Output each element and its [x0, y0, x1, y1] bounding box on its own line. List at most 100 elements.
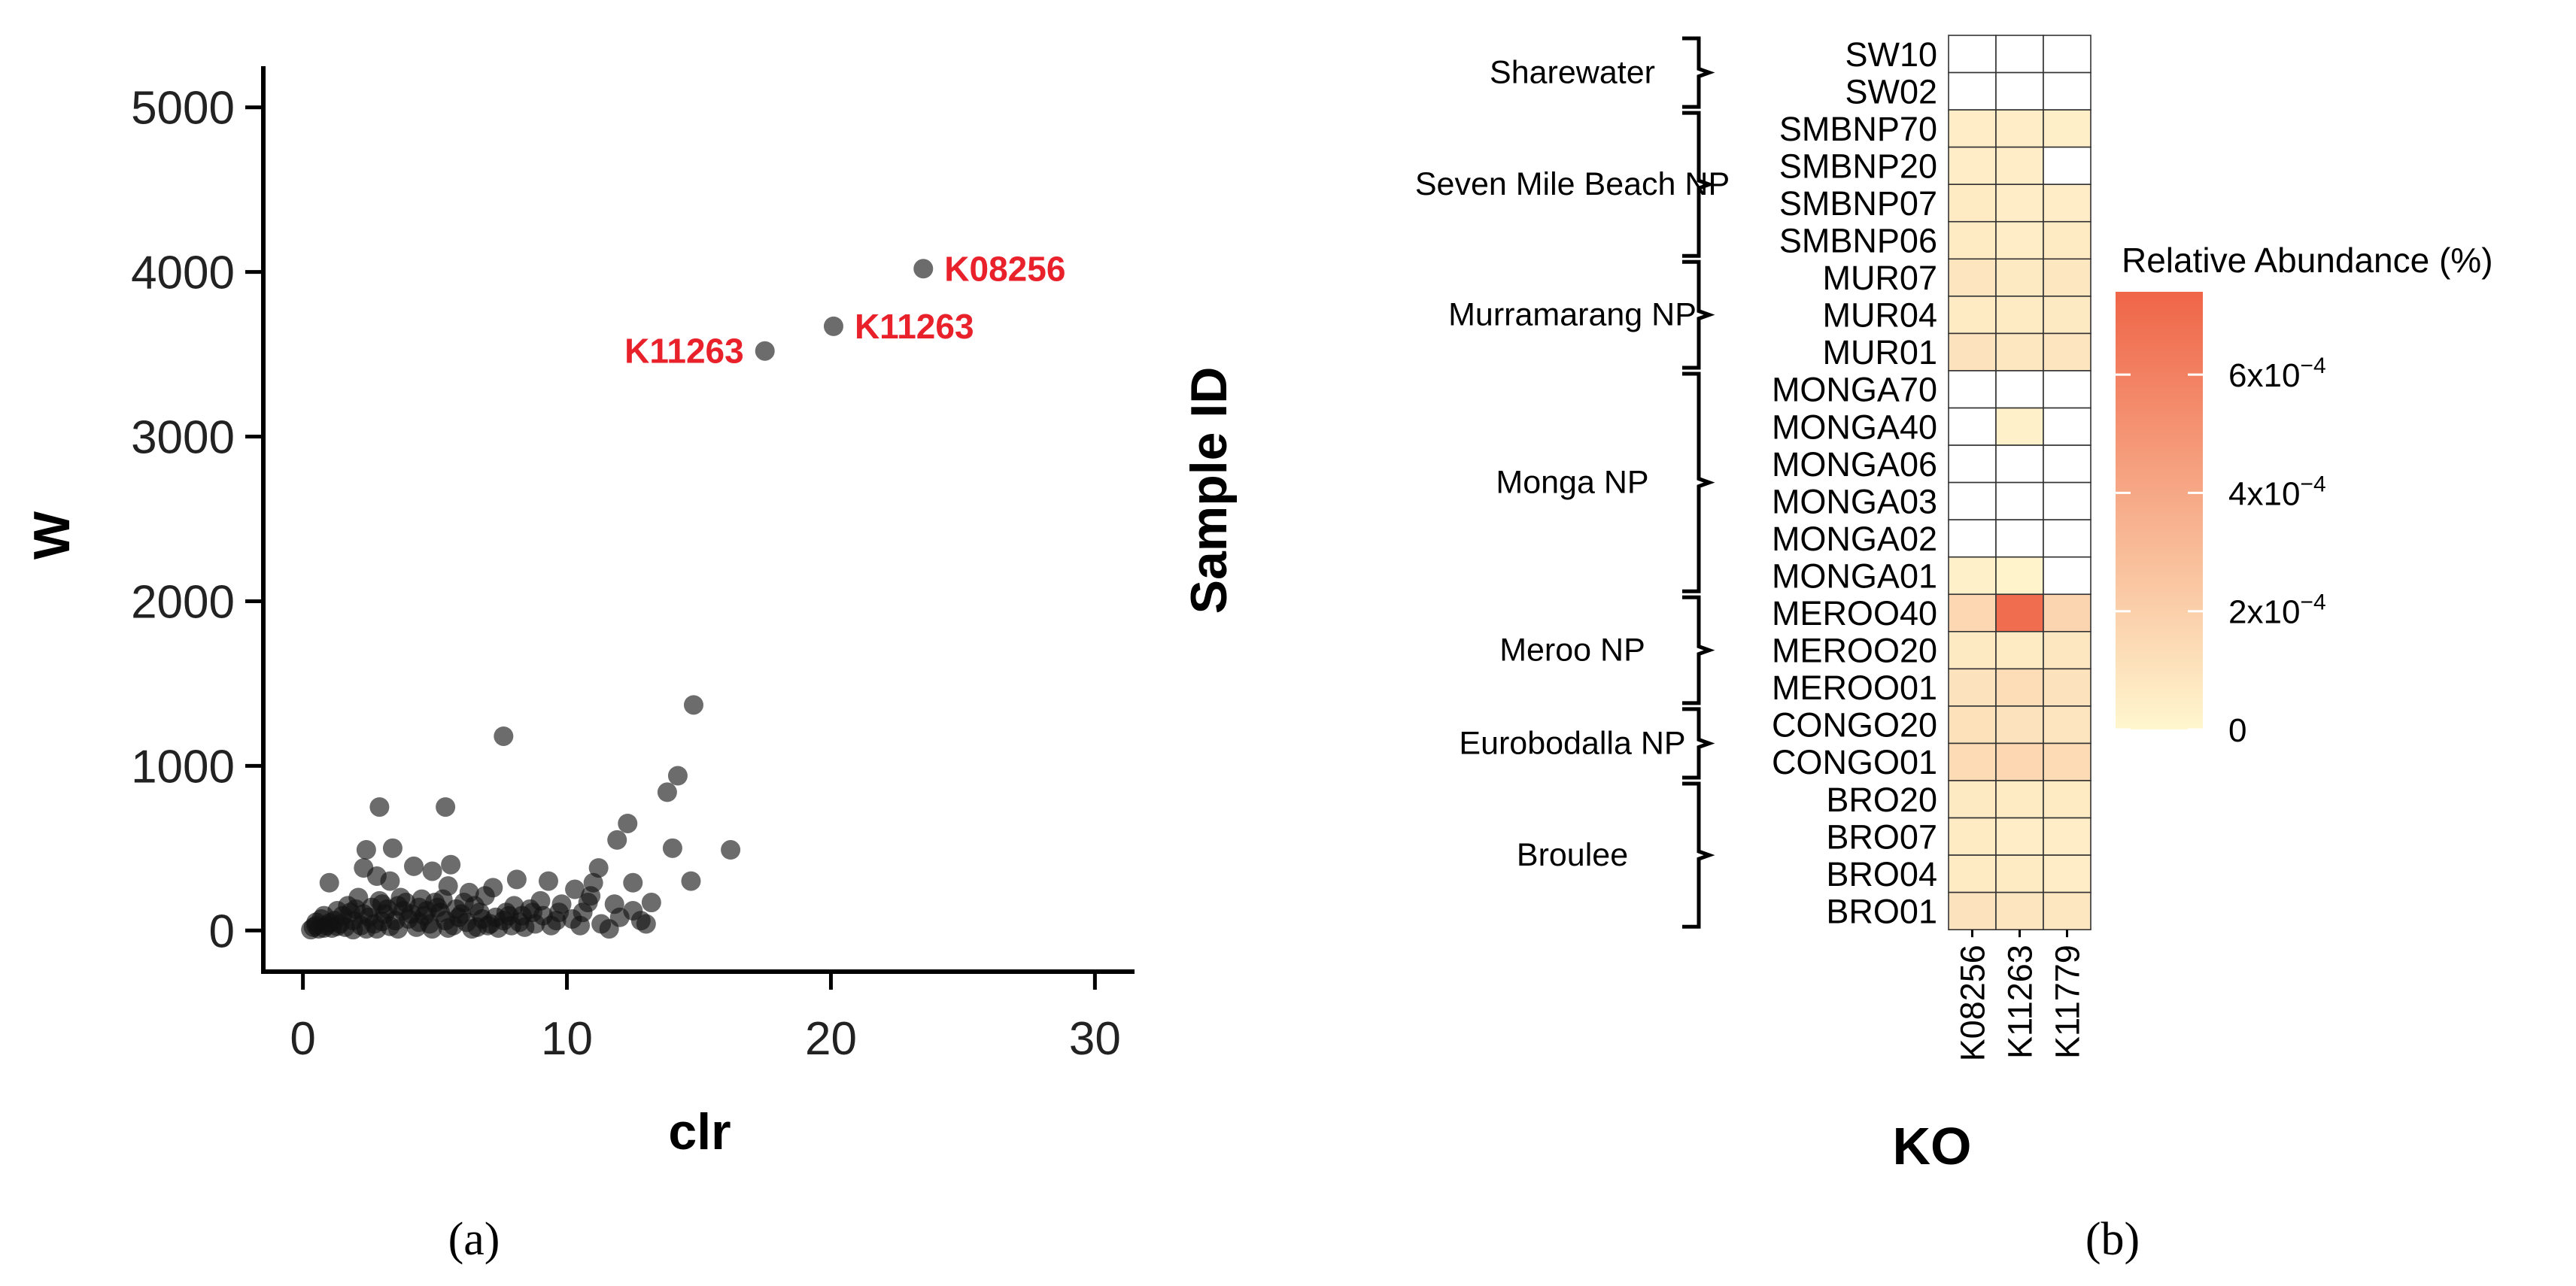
scatter-points — [301, 695, 741, 940]
heatmap-cell — [2043, 891, 2091, 931]
heatmap-cell — [1948, 444, 1997, 484]
heatmap-cell — [1995, 593, 2044, 632]
group-bracket — [1682, 781, 1715, 929]
row-label: MEROO40 — [1772, 594, 1937, 632]
point-label: K08256 — [944, 249, 1065, 288]
row-label: MONGA02 — [1772, 520, 1937, 558]
heatmap-cell — [1948, 668, 1997, 707]
heatmap-cell — [1948, 593, 1997, 632]
scatter-point — [469, 902, 490, 923]
row-label: SMBNP70 — [1779, 110, 1937, 148]
heatmap-cell — [1948, 146, 1997, 185]
panel-b-label: (b) — [2085, 1214, 2140, 1265]
heatmap-cell — [1995, 444, 2044, 484]
scatter-point — [618, 813, 638, 833]
group-bracket — [1682, 707, 1715, 780]
scatter-point — [630, 911, 651, 931]
scatter-point — [721, 840, 741, 860]
column-labels: K08256 K11263 K11779 — [1954, 930, 2087, 1061]
heatmap-cell — [1948, 35, 1997, 74]
scatter-point — [438, 917, 458, 938]
y-tick-group: 0 1000 2000 3000 4000 5000 — [131, 83, 263, 957]
group-label: Eurobodalla NP — [1459, 725, 1685, 761]
legend-tick-label: 4x10−4 — [2228, 472, 2326, 512]
heatmap-cell — [2043, 780, 2091, 819]
heatmap-cell — [1948, 370, 1997, 409]
heatmap-cell — [2043, 705, 2091, 745]
group-bracket — [1682, 372, 1715, 593]
heatmap-cell — [1995, 742, 2044, 781]
heatmap-cell — [2043, 71, 2091, 111]
group-label: Murramarang NP — [1448, 297, 1697, 333]
heatmap-cell — [1948, 854, 1997, 893]
scatter-point — [578, 893, 598, 913]
color-legend: Relative Abundance (%) 0 2x10−4 4x10−4 6x10… — [2116, 241, 2493, 749]
y-tick-label: 4000 — [131, 247, 235, 299]
scatter-point — [462, 919, 482, 939]
group-label: Meroo NP — [1499, 632, 1645, 669]
scatter-point — [667, 766, 688, 786]
row-label: SW10 — [1845, 35, 1937, 74]
heatmap-cell — [1995, 220, 2044, 260]
scatter-point — [549, 902, 570, 923]
heatmap-cell — [1948, 556, 1997, 596]
heatmap-cell — [1995, 891, 2044, 931]
scatter-point — [530, 890, 551, 911]
scatter-point — [380, 871, 400, 891]
scatter-point — [404, 856, 424, 876]
column-label: K08256 — [1954, 945, 1992, 1061]
row-label: MEROO01 — [1772, 669, 1937, 707]
heatmap-cells — [1948, 35, 2091, 931]
point-label: K11263 — [624, 332, 744, 371]
heatmap-cell — [1948, 71, 1997, 111]
highlighted-point — [755, 341, 775, 361]
row-label: BRO20 — [1826, 781, 1937, 819]
row-label: BRO07 — [1826, 817, 1937, 856]
heatmap-cell — [2043, 630, 2091, 670]
scatter-point — [683, 695, 703, 715]
legend-ticks: 0 2x10−4 4x10−4 6x10−4 — [2116, 353, 2326, 749]
heatmap-cell — [1948, 407, 1997, 446]
scatter-point — [369, 797, 390, 817]
heatmap-cell — [2043, 220, 2091, 260]
heatmap-cell — [1995, 630, 2044, 670]
scatter-point — [382, 838, 402, 858]
heatmap-cell — [1995, 35, 2044, 74]
heatmap-cell — [2043, 146, 2091, 185]
row-label: MONGA40 — [1772, 408, 1937, 446]
row-label: BRO01 — [1826, 892, 1937, 930]
y-tick-label: 1000 — [131, 741, 235, 793]
heatmap-cell — [2043, 593, 2091, 632]
row-label: MONGA06 — [1772, 445, 1937, 484]
y-tick-label: 5000 — [131, 83, 235, 135]
panel-a-label: (a) — [448, 1214, 500, 1265]
heatmap-cell — [1995, 332, 2044, 372]
row-label: SMBNP20 — [1779, 147, 1937, 185]
legend-title: Relative Abundance (%) — [2122, 241, 2493, 280]
y-axis-label: W — [23, 511, 80, 560]
highlighted-point — [823, 316, 843, 336]
scatter-point — [609, 907, 630, 927]
column-label: K11263 — [2001, 945, 2040, 1059]
y-tick-label: 2000 — [131, 576, 235, 628]
heatmap-cell — [1948, 332, 1997, 372]
heatmap-cell — [1948, 891, 1997, 931]
group-bracket — [1682, 111, 1715, 258]
scatter-point — [422, 861, 442, 881]
heatmap-cell — [2043, 258, 2091, 297]
heatmap-cell — [1948, 183, 1997, 223]
scatter-point — [372, 911, 392, 932]
scatter-point — [662, 838, 682, 858]
heatmap-cell — [2043, 444, 2091, 484]
scatter-point — [641, 893, 661, 913]
heatmap-cell — [1995, 296, 2044, 335]
y-tick-label: 0 — [209, 905, 235, 957]
scatter-point — [583, 872, 603, 893]
heatmap-cell — [1948, 481, 1997, 520]
heatmap-cell — [2043, 296, 2091, 335]
scatter-point — [681, 871, 701, 891]
scatter-point — [356, 840, 376, 860]
heatmap-cell — [1948, 296, 1997, 335]
scatter-point — [354, 858, 374, 878]
scatter-point — [436, 797, 456, 817]
